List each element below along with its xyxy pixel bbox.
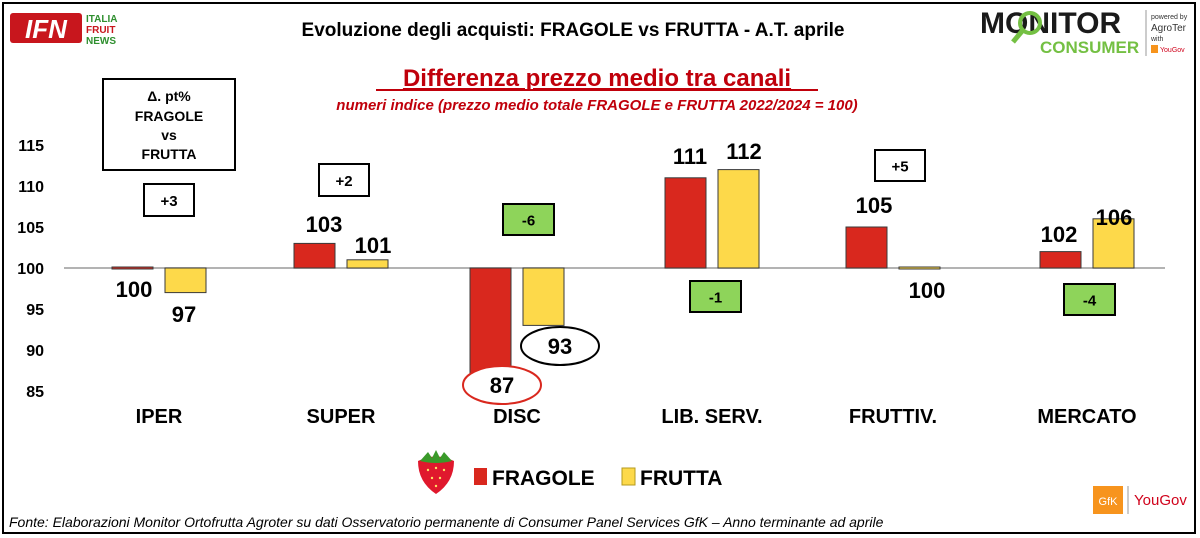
legend-label-fragole: FRAGOLE	[492, 467, 595, 490]
delta-box	[689, 280, 742, 313]
delta-label: +5	[891, 159, 908, 176]
ifn-logo-line2: FRUIT	[86, 25, 115, 36]
value-label-fragole: 111	[673, 144, 707, 169]
delta-box	[502, 203, 555, 236]
value-label-frutta: 112	[726, 139, 762, 164]
y-tick-label: 110	[18, 179, 44, 196]
powered-by-text: powered by	[1151, 14, 1188, 21]
y-tick-label: 105	[17, 220, 44, 237]
delta-box	[318, 163, 370, 197]
delta-label: +2	[335, 173, 352, 190]
value-circle-frutta	[520, 326, 600, 366]
bar-frutta	[522, 267, 565, 326]
y-axis: 115 110 105 100 95 90 85	[17, 138, 44, 401]
value-label-fragole: 102	[1041, 222, 1078, 247]
legend-swatch-fragole	[474, 468, 487, 485]
legend-label-frutta: FRUTTA	[640, 467, 722, 490]
gfk-logo-text: GfK	[1099, 496, 1119, 508]
x-category-label: SUPER	[307, 406, 376, 428]
value-label-frutta: 101	[355, 233, 392, 258]
y-tick-label: 95	[26, 302, 44, 319]
x-category-label: DISC	[493, 406, 541, 428]
header-title: Evoluzione degli acquisti: FRAGOLE vs FR…	[302, 20, 845, 41]
magnifier-handle-icon	[1011, 28, 1025, 44]
bar-frutta	[717, 169, 760, 269]
value-label-frutta: 97	[172, 302, 196, 327]
with-text: with	[1150, 36, 1164, 43]
x-category-label: IPER	[136, 406, 183, 428]
chart-title: Differenza prezzo medio tra canali	[403, 65, 791, 92]
bar-fragole	[111, 266, 154, 270]
delta-label: -6	[522, 213, 535, 230]
value-label-fragole: 105	[856, 193, 893, 218]
gfk-logo-icon	[1093, 486, 1123, 514]
y-tick-label: 90	[26, 343, 44, 360]
monitor-consumer-logo: MONITOR CONSUMER powered by AgroTer with…	[980, 7, 1188, 57]
yougov-small-text: YouGov	[1160, 47, 1185, 54]
chart-subtitle: numeri indice (prezzo medio totale FRAGO…	[336, 97, 857, 114]
value-label-fragole: 87	[490, 373, 514, 398]
y-tick-label: 115	[18, 138, 44, 155]
footer-source: Fonte: Elaborazioni Monitor Ortofrutta A…	[9, 514, 884, 530]
delta-box	[1063, 283, 1116, 316]
strawberry-icon	[418, 450, 454, 494]
monitor-logo-line1: MONITOR	[980, 7, 1121, 40]
delta-label: +3	[160, 193, 177, 210]
delta-box	[143, 183, 195, 217]
monitor-logo-line2: CONSUMER	[1040, 38, 1139, 57]
bar-frutta	[1092, 218, 1135, 269]
value-label-fragole: 103	[306, 212, 343, 237]
y-tick-label: 100	[17, 261, 44, 278]
bar-fragole	[469, 267, 512, 376]
footer-logos: GfK YouGov	[1093, 486, 1187, 514]
ifn-logo: IFN ITALIA FRUIT NEWS	[10, 13, 117, 47]
delta-label: -4	[1083, 293, 1097, 310]
bar-frutta	[346, 259, 389, 269]
bar-fragole	[845, 226, 888, 269]
plot-area: IPER +3 100 97 SUPER +2 103 101 DISC -6 87 93 LIB. S…	[64, 139, 1165, 428]
x-category-label: MERCATO	[1037, 406, 1136, 428]
value-label-frutta: 93	[548, 334, 572, 359]
delta-legend-box: Δ. pt% FRAGOLE vs FRUTTA	[102, 78, 236, 171]
bar-frutta	[164, 267, 207, 294]
bar-fragole	[293, 242, 336, 269]
value-label-frutta: 100	[909, 278, 946, 303]
agroter-text: AgroTer	[1151, 23, 1187, 34]
x-category-label: LIB. SERV.	[661, 406, 762, 428]
magnifier-icon	[1018, 11, 1042, 35]
ifn-logo-mark: IFN	[25, 14, 68, 44]
delta-legend-line1: Δ. pt%	[147, 88, 191, 104]
legend: FRAGOLE FRUTTA	[418, 450, 722, 494]
ifn-logo-line1: ITALIA	[86, 14, 117, 25]
delta-label: -1	[709, 290, 722, 307]
value-label-frutta: 106	[1096, 205, 1133, 230]
delta-legend-line2: FRAGOLE	[135, 108, 203, 124]
delta-legend-line4: FRUTTA	[142, 146, 197, 162]
value-circle-fragole	[462, 365, 542, 405]
yougov-logo-text: YouGov	[1134, 492, 1187, 509]
bar-frutta	[898, 266, 941, 270]
delta-legend-line3: vs	[161, 127, 177, 143]
x-category-label: FRUTTIV.	[849, 406, 937, 428]
gfk-small-icon	[1151, 45, 1158, 53]
delta-box	[874, 149, 926, 182]
value-label-fragole: 100	[116, 277, 153, 302]
ifn-logo-line3: NEWS	[86, 36, 116, 47]
legend-swatch-frutta	[621, 467, 636, 486]
bar-fragole	[1039, 251, 1082, 269]
bar-fragole	[664, 177, 707, 269]
y-tick-label: 85	[26, 384, 44, 401]
